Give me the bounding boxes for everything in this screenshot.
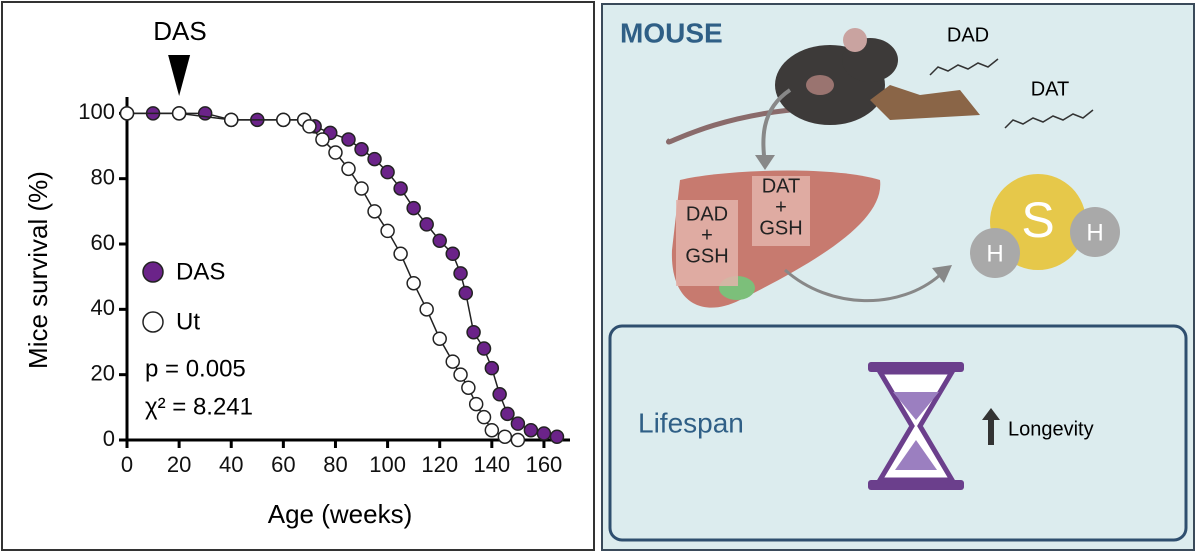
x-axis-label: Age (weeks) <box>268 499 413 529</box>
y-tick-label: 80 <box>91 164 115 189</box>
diagram-title: MOUSE <box>620 17 723 48</box>
data-point <box>276 112 291 128</box>
data-point <box>536 426 552 441</box>
up-arrow <box>982 408 1000 445</box>
data-point <box>341 161 356 177</box>
x-tick-label: 40 <box>219 452 243 477</box>
data-point <box>453 367 468 382</box>
data-point <box>393 246 408 262</box>
data-point <box>432 233 447 248</box>
liver-box <box>752 176 810 246</box>
x-tick-label: 120 <box>421 452 458 477</box>
data-point <box>492 387 507 402</box>
data-point <box>497 429 513 444</box>
data-point <box>476 341 492 356</box>
data-point <box>466 324 481 340</box>
data-point <box>328 145 343 160</box>
data-point <box>223 112 239 128</box>
x-tick-label: 20 <box>167 452 191 477</box>
outcome-label: Lifespan <box>638 407 744 438</box>
outcome-effect: Longevity <box>1008 418 1094 440</box>
y-axis-label: Mice survival (%) <box>23 171 53 369</box>
data-point <box>315 132 330 147</box>
x-tick-label: 0 <box>121 452 133 477</box>
y-tick-label: 40 <box>91 295 115 320</box>
data-point <box>419 302 434 317</box>
liver-label: DAT <box>762 175 801 197</box>
compound-structure <box>929 58 999 76</box>
mouse-illustration <box>666 28 980 145</box>
y-tick-label: 60 <box>91 230 115 255</box>
data-point <box>458 285 474 301</box>
data-point <box>500 406 515 422</box>
liver-label: DAD <box>686 203 728 225</box>
compound-structure <box>1004 109 1094 129</box>
liver-label: GSH <box>685 245 728 267</box>
data-point <box>393 181 408 196</box>
survival-chart: 0 20 40 60 80 100 0 20 40 60 80 100 120 140 160 DAS Ut <box>78 55 570 477</box>
liver-label: + <box>775 196 787 218</box>
stat-chi: χ² = 8.241 <box>145 393 253 420</box>
data-point <box>354 142 369 157</box>
data-point <box>419 217 434 232</box>
legend-label: DAS <box>176 258 225 285</box>
data-point <box>432 331 447 346</box>
legend-label: Ut <box>176 308 200 335</box>
y-tick-label: 100 <box>78 99 115 124</box>
hourglass <box>868 362 964 490</box>
data-point <box>445 246 460 262</box>
arrow <box>784 268 941 303</box>
arrow-head <box>932 265 952 283</box>
legend-marker <box>142 311 164 333</box>
hydrogen-atom <box>970 228 1020 278</box>
annotation: DAS <box>153 16 206 46</box>
x-tick-label: 60 <box>271 452 295 477</box>
atom-label: H <box>1086 219 1103 246</box>
liver-label: GSH <box>759 217 802 239</box>
compound-label: DAT <box>1031 78 1070 100</box>
atom-label: H <box>986 240 1003 267</box>
x-tick-label: 100 <box>369 452 406 477</box>
data-point <box>406 200 421 216</box>
y-tick-label: 20 <box>91 360 115 385</box>
data-point <box>484 422 500 438</box>
annotation-arrow <box>168 55 191 96</box>
outcome-box <box>608 324 1188 542</box>
compound-label: DAD <box>947 24 989 46</box>
data-point <box>380 223 395 239</box>
data-point <box>510 432 526 448</box>
legend-marker <box>142 261 164 283</box>
x-tick-label: 80 <box>323 452 347 477</box>
data-point <box>468 396 484 412</box>
data-point <box>302 119 317 134</box>
data-point <box>354 181 369 196</box>
data-point <box>445 354 460 369</box>
hydrogen-atom <box>1070 207 1120 257</box>
data-point <box>453 266 468 281</box>
data-point <box>341 132 356 147</box>
x-tick-label: 160 <box>526 452 563 477</box>
data-point <box>523 422 539 438</box>
data-point <box>171 106 187 121</box>
arrow-head <box>755 155 775 170</box>
data-point <box>380 164 395 180</box>
chart-panel <box>1 1 595 551</box>
data-point <box>476 409 492 425</box>
data-point <box>119 106 135 121</box>
stat-p: p = 0.005 <box>145 355 246 382</box>
data-point <box>549 429 565 444</box>
data-point <box>406 275 421 291</box>
data-point <box>484 360 500 376</box>
liver-label: + <box>701 224 713 246</box>
atom-label: S <box>1021 192 1054 248</box>
x-tick-label: 140 <box>473 452 510 477</box>
y-tick-label: 0 <box>103 426 115 451</box>
data-point <box>367 204 382 219</box>
data-point <box>510 416 526 431</box>
liver-box <box>676 200 738 286</box>
data-point <box>461 380 476 395</box>
data-point <box>367 151 382 167</box>
